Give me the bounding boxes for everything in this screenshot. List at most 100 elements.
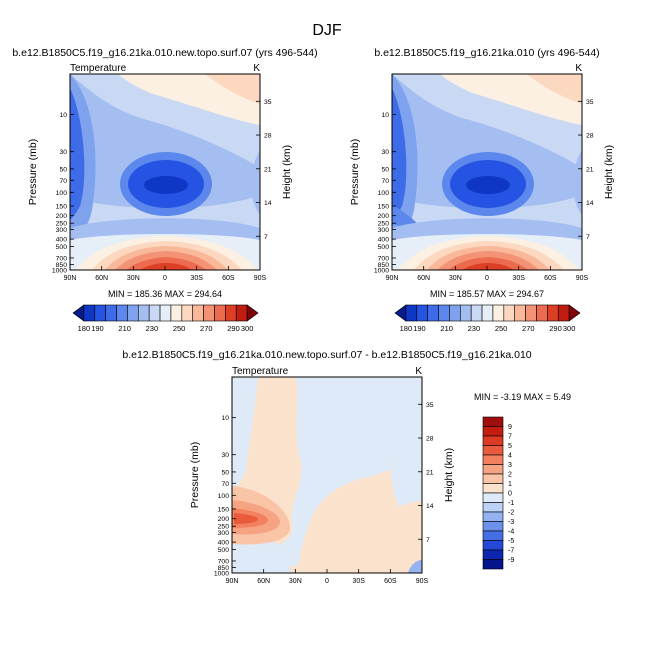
y-tick-label: 10 <box>381 112 389 119</box>
colorbar-swatch <box>547 304 559 322</box>
colorbar-swatch <box>214 304 226 322</box>
colorbar-swatch <box>225 304 237 322</box>
colorbar-label: 230 <box>146 324 159 333</box>
contour-band-east-blue <box>573 150 582 215</box>
y-right-tick-label: 28 <box>586 133 594 140</box>
colorbar-swatch <box>246 304 259 322</box>
colorbar-label: 290 <box>227 324 240 333</box>
y-tick-label: 100 <box>56 190 68 197</box>
colorbar-swatch <box>482 521 504 532</box>
colorbar-label: 270 <box>200 324 213 333</box>
panel-2-title: b.e12.B1850C5.f19_g16.21ka.010 (yrs 496-… <box>374 47 599 59</box>
colorbar-label: 290 <box>549 324 562 333</box>
colorbar-swatch <box>405 304 418 322</box>
colorbar-label: 180 <box>400 324 413 333</box>
y-tick-label: 50 <box>381 166 389 173</box>
y-tick-label: 300 <box>378 227 390 234</box>
x-tick-label: 90S <box>576 275 589 282</box>
panel-3-ylabel: Pressure (mb) <box>189 442 201 509</box>
diff-band-lower-pale-blue <box>232 538 290 573</box>
panel-1-axes: 90N 60N 30N 0 30S 60S 90S103050701001502002503… <box>52 99 272 282</box>
colorbar-swatch <box>394 304 407 322</box>
panel-2-colorbar: 180 190 210 230 250 270 290 300 <box>394 304 581 333</box>
x-tick-label: 60N <box>257 578 270 585</box>
y-right-tick-label: 21 <box>426 469 434 476</box>
y-tick-label: 500 <box>218 547 230 554</box>
colorbar-label: -7 <box>508 548 514 555</box>
x-tick-label: 90S <box>254 275 267 282</box>
contour-core-inner <box>466 176 510 194</box>
y-right-tick-label: 14 <box>264 200 272 207</box>
colorbar-swatch <box>482 530 504 541</box>
colorbar-label: 190 <box>91 324 104 333</box>
colorbar-label: -2 <box>508 510 514 517</box>
y-right-tick-label: 21 <box>264 166 272 173</box>
colorbar-swatch <box>482 416 504 427</box>
y-tick-label: 850 <box>378 262 390 269</box>
colorbar-swatch <box>482 473 504 484</box>
panel-2-contour-field <box>392 74 582 270</box>
x-tick-label: 90N <box>386 275 399 282</box>
x-tick-label: 60S <box>384 578 397 585</box>
contour-band-west-notch <box>392 205 420 227</box>
diff-band-surface-blue <box>408 560 422 573</box>
colorbar-swatch <box>482 426 504 437</box>
x-tick-label: 30N <box>289 578 302 585</box>
y-tick-label: 30 <box>59 149 67 156</box>
contour-band-west-deep <box>70 88 85 220</box>
panel-1-contour-field <box>70 74 260 270</box>
y-tick-label: 700 <box>218 558 230 565</box>
colorbar-swatch <box>416 304 428 322</box>
colorbar-swatch <box>127 304 139 322</box>
y-right-tick-label: 35 <box>264 99 272 106</box>
colorbar-swatch <box>482 559 504 570</box>
colorbar-label: 300 <box>241 324 254 333</box>
panel-1-ylabel-right: Height (km) <box>281 145 293 199</box>
colorbar-swatch <box>72 304 85 322</box>
colorbar-swatch <box>427 304 439 322</box>
y-tick-label: 500 <box>378 244 390 251</box>
panel-2-stats: MIN = 185.57 MAX = 294.67 <box>430 289 544 299</box>
y-tick-label: 400 <box>218 540 230 547</box>
contour-band-peach-upper <box>205 74 260 104</box>
contour-band-lower-deep-red <box>140 263 192 270</box>
x-tick-label: 30S <box>352 578 365 585</box>
colorbar-swatch <box>105 304 117 322</box>
x-tick-label: 60S <box>544 275 557 282</box>
contour-core-inner <box>144 176 188 194</box>
colorbar-swatch <box>482 492 504 503</box>
panel-3-subtitle-left: Temperature <box>232 366 289 377</box>
colorbar-label: -4 <box>508 529 514 536</box>
y-tick-label: 850 <box>56 262 68 269</box>
colorbar-label: 7 <box>508 434 512 441</box>
y-right-tick-label: 7 <box>264 234 268 241</box>
y-tick-label: 10 <box>59 112 67 119</box>
colorbar-label: 3 <box>508 462 512 469</box>
colorbar-swatch <box>482 483 504 494</box>
y-tick-label: 1000 <box>214 571 229 578</box>
x-tick-label: 0 <box>325 578 329 585</box>
panel-2-ylabel: Pressure (mb) <box>349 139 361 206</box>
x-tick-label: 30S <box>190 275 203 282</box>
panel-1-ylabel: Pressure (mb) <box>27 139 39 206</box>
colorbar-label: 270 <box>522 324 535 333</box>
panel-1-subtitle-left: Temperature <box>70 63 127 74</box>
y-tick-label: 400 <box>378 237 390 244</box>
colorbar-label: -3 <box>508 519 514 526</box>
panel-1-stats: MIN = 185.36 MAX = 294.64 <box>108 289 222 299</box>
colorbar-swatch <box>438 304 450 322</box>
panel-1-subtitle-right: K <box>253 63 260 74</box>
diff-band-central-pale-blue <box>240 377 390 566</box>
x-tick-label: 90N <box>64 275 77 282</box>
panel-1-colorbar: 180 190 210 230 250 270 290 300 <box>72 304 259 333</box>
y-tick-label: 150 <box>218 506 230 513</box>
y-tick-label: 100 <box>218 493 230 500</box>
y-tick-label: 500 <box>56 244 68 251</box>
y-right-tick-label: 14 <box>586 200 594 207</box>
contour-band-west-deep <box>392 88 407 220</box>
y-tick-label: 850 <box>218 565 230 572</box>
colorbar-label: 0 <box>508 491 512 498</box>
colorbar-swatch <box>148 304 161 322</box>
diff-band-north-pale-blue <box>232 377 258 490</box>
